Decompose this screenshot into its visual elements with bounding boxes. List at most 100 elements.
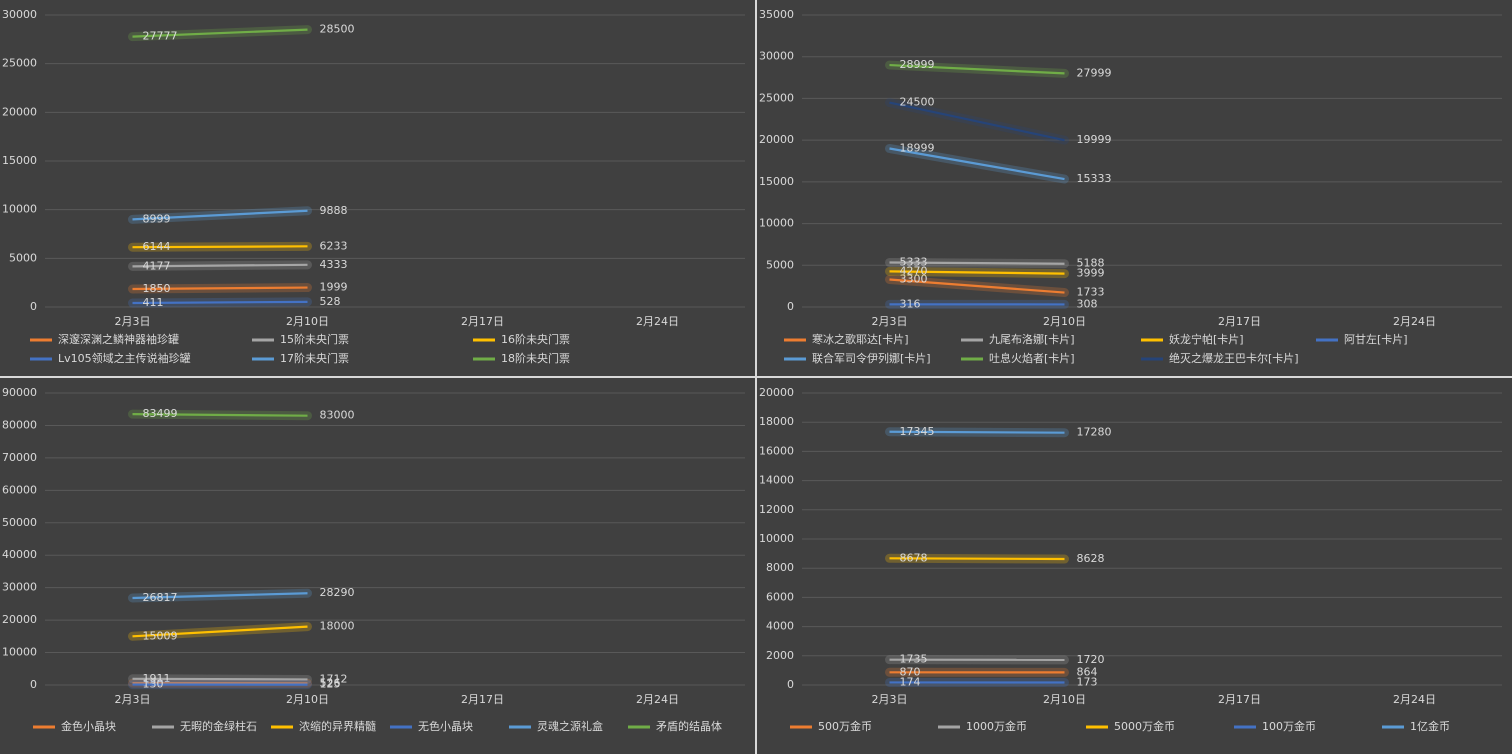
data-label: 1712	[320, 672, 348, 685]
y-tick-label: 40000	[2, 548, 37, 561]
x-tick-label: 2月10日	[1043, 693, 1086, 706]
x-tick-label: 2月17日	[1218, 315, 1261, 328]
line	[889, 147, 1065, 181]
y-tick-label: 25000	[2, 57, 37, 70]
legend-label: 5000万金币	[1114, 719, 1175, 733]
x-tick-label: 2月17日	[461, 693, 504, 706]
data-label: 1850	[143, 282, 171, 295]
y-tick-label: 8000	[766, 561, 794, 574]
line	[132, 625, 308, 638]
x-tick-label: 2月17日	[1218, 693, 1261, 706]
data-label: 15009	[143, 629, 178, 642]
data-label: 1733	[1077, 286, 1105, 299]
y-tick-label: 10000	[759, 217, 794, 230]
data-label: 17345	[900, 425, 935, 438]
y-tick-label: 30000	[2, 8, 37, 21]
line	[132, 286, 308, 291]
legend-label: 寒冰之歌耶达[卡片]	[812, 332, 909, 346]
legend-label: 浓缩的异界精髓	[299, 719, 376, 733]
data-label: 125	[320, 678, 341, 691]
line	[132, 28, 308, 38]
legend-label: 阿甘左[卡片]	[1344, 333, 1408, 346]
data-label: 526	[320, 676, 341, 689]
data-label: 83499	[143, 407, 178, 420]
data-label: 3300	[900, 272, 928, 285]
y-tick-label: 15000	[759, 175, 794, 188]
y-tick-label: 20000	[759, 133, 794, 146]
y-tick-label: 80000	[2, 418, 37, 431]
line	[132, 263, 308, 268]
legend-label: 15阶未央门票	[280, 332, 349, 346]
data-label: 9888	[320, 204, 348, 217]
x-tick-label: 2月24日	[1393, 315, 1436, 328]
legend-label: 吐息火焰者[卡片]	[989, 351, 1075, 365]
data-label: 1720	[1077, 653, 1105, 666]
legend-label: 1亿金币	[1410, 719, 1450, 733]
data-label: 174	[900, 675, 921, 688]
x-tick-label: 2月3日	[115, 693, 151, 706]
data-label: 864	[1077, 665, 1098, 678]
data-label: 17280	[1077, 426, 1112, 439]
data-label: 28999	[900, 58, 935, 71]
data-label: 316	[900, 297, 921, 310]
x-tick-label: 2月24日	[1393, 693, 1436, 706]
legend-label: 妖龙宁帕[卡片]	[1169, 332, 1244, 346]
x-tick-label: 2月17日	[461, 315, 504, 328]
data-label: 4177	[143, 259, 171, 272]
data-label: 26817	[143, 591, 178, 604]
data-label: 870	[900, 665, 921, 678]
legend-label: 九尾布洛娜[卡片]	[989, 332, 1075, 346]
data-label: 4333	[320, 258, 348, 271]
legend-label: 矛盾的结晶体	[656, 719, 722, 733]
line	[132, 592, 308, 600]
y-tick-label: 5000	[766, 258, 794, 271]
data-label: 308	[1077, 297, 1098, 310]
line	[132, 412, 308, 417]
y-tick-label: 35000	[759, 8, 794, 21]
data-label: 1911	[143, 672, 171, 685]
x-tick-label: 2月3日	[872, 693, 908, 706]
data-label: 27999	[1077, 66, 1112, 79]
y-tick-label: 12000	[759, 503, 794, 516]
y-tick-label: 90000	[2, 386, 37, 399]
chart: 0 5000 10000 15000 20000 25000 30000 35000 2月3日 2…	[757, 0, 1512, 376]
data-label: 19999	[1077, 133, 1112, 146]
data-label: 24500	[900, 96, 935, 109]
line	[132, 300, 308, 305]
data-label: 173	[1077, 675, 1098, 688]
data-label: 5188	[1077, 257, 1105, 270]
x-tick-label: 2月10日	[1043, 315, 1086, 328]
y-tick-label: 70000	[2, 451, 37, 464]
x-tick-label: 2月10日	[286, 693, 329, 706]
legend-label: 500万金币	[818, 719, 872, 733]
legend-label: 金色小晶块	[61, 719, 116, 733]
y-tick-label: 10000	[2, 203, 37, 216]
data-label: 3999	[1077, 267, 1105, 280]
data-label: 6233	[320, 239, 348, 252]
x-tick-label: 2月24日	[636, 693, 679, 706]
y-tick-label: 14000	[759, 474, 794, 487]
y-tick-label: 20000	[2, 105, 37, 118]
data-label: 18999	[900, 141, 935, 154]
legend-label: 无色小晶块	[418, 719, 473, 733]
x-tick-label: 2月3日	[115, 315, 151, 328]
data-label: 18000	[320, 620, 355, 633]
data-label: 130	[143, 678, 164, 691]
legend-label: 16阶未央门票	[501, 332, 570, 346]
legend-label: 联合军司令伊列娜[卡片]	[812, 351, 931, 365]
data-label: 1999	[320, 281, 348, 294]
y-tick-label: 15000	[2, 154, 37, 167]
line	[889, 557, 1065, 561]
y-tick-label: 20000	[2, 613, 37, 626]
chart: 0 10000 20000 30000 40000 50000 60000 70000 8000…	[0, 378, 755, 754]
y-tick-label: 25000	[759, 91, 794, 104]
x-tick-label: 2月10日	[286, 315, 329, 328]
line	[132, 209, 308, 221]
data-label: 4270	[900, 264, 928, 277]
line	[132, 245, 308, 249]
legend-label: 1000万金币	[966, 719, 1027, 733]
data-label: 528	[320, 295, 341, 308]
y-tick-label: 0	[787, 678, 794, 691]
data-label: 6144	[143, 240, 171, 253]
legend-label: 17阶未央门票	[280, 351, 349, 365]
